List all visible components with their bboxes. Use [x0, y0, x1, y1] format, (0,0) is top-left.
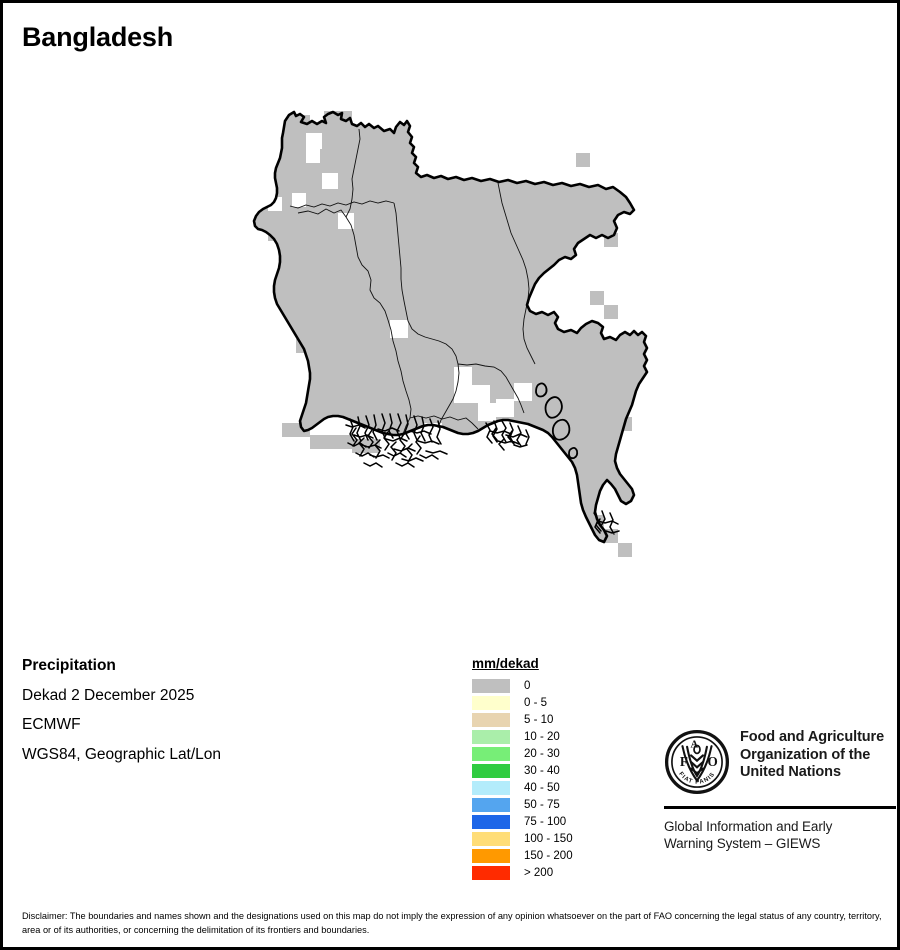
fao-org-line-2: Organization of the: [740, 746, 871, 763]
legend-swatch: [472, 678, 510, 693]
giews-line-2: Warning System – GIEWS: [664, 836, 821, 852]
giews-line-1: Global Information and Early: [664, 819, 833, 834]
info-variable: Precipitation: [22, 657, 116, 674]
legend-row: 40 - 50: [472, 779, 602, 796]
legend-label: 0 - 5: [524, 696, 548, 709]
legend-row: 100 - 150: [472, 830, 602, 847]
legend-row: 0: [472, 677, 602, 694]
legend-row: 20 - 30: [472, 745, 602, 762]
legend-row: 0 - 5: [472, 694, 602, 711]
legend-row: 150 - 200: [472, 847, 602, 864]
fao-branding-block: F A O FIAT PANIS Food and Agriculture Or…: [664, 729, 896, 853]
info-projection: WGS84, Geographic Lat/Lon: [22, 745, 222, 763]
legend-label: 50 - 75: [524, 798, 560, 811]
legend-swatch: [472, 831, 510, 846]
legend-row: 10 - 20: [472, 728, 602, 745]
legend-row: 50 - 75: [472, 796, 602, 813]
legend-label: 150 - 200: [524, 849, 573, 862]
bangladesh-map-svg[interactable]: [238, 83, 668, 603]
legend-swatch: [472, 763, 510, 778]
page-title: Bangladesh: [22, 22, 174, 52]
legend-row: 75 - 100: [472, 813, 602, 830]
fao-organization-name: Food and Agriculture Organization of the…: [740, 729, 884, 782]
legend-label: 40 - 50: [524, 781, 560, 794]
giews-system-name: Global Information and Early Warning Sys…: [664, 818, 896, 853]
legend-rows: 0 0 - 5 5 - 10 10 - 20 20 - 30 30 - 40 40 - 50…: [472, 677, 602, 881]
legend-label: 100 - 150: [524, 832, 573, 845]
legend-title: mm/dekad: [472, 656, 539, 671]
legend-label: > 200: [524, 866, 554, 879]
legend-row: 5 - 10: [472, 711, 602, 728]
legend-swatch: [472, 865, 510, 880]
info-period: Dekad 2 December 2025: [22, 686, 195, 704]
legend: mm/dekad 0 0 - 5 5 - 10 10 - 20 20 - 30 30 - …: [472, 655, 602, 881]
admin-division-boundaries: [289, 128, 536, 435]
legend-label: 5 - 10: [524, 713, 554, 726]
legend-label: 0: [524, 679, 531, 692]
disclaimer-text: Disclaimer: The boundaries and names sho…: [22, 911, 882, 936]
legend-row: 30 - 40: [472, 762, 602, 779]
map-info-block: Precipitation Dekad 2 December 2025 ECMW…: [22, 658, 352, 776]
legend-row: > 200: [472, 864, 602, 881]
info-source: ECMWF: [22, 716, 81, 733]
legend-label: 30 - 40: [524, 764, 560, 777]
svg-text:O: O: [708, 754, 718, 769]
legend-swatch: [472, 814, 510, 829]
precip-raster-layer: [254, 111, 647, 557]
chittagong-coast-detail: [593, 510, 620, 535]
fao-divider: [664, 806, 896, 809]
fao-org-line-3: United Nations: [740, 764, 841, 781]
svg-text:F: F: [680, 754, 688, 769]
legend-swatch: [472, 712, 510, 727]
legend-swatch: [472, 780, 510, 795]
fao-org-line-1: Food and Agriculture: [740, 729, 885, 745]
legend-label: 10 - 20: [524, 730, 560, 743]
map-canvas[interactable]: [238, 83, 668, 603]
legend-swatch: [472, 729, 510, 744]
legend-label: 75 - 100: [524, 815, 567, 828]
svg-text:A: A: [691, 739, 699, 750]
fao-logo-icon: F A O FIAT PANIS: [664, 729, 730, 795]
meghna-estuary-detail: [485, 420, 530, 451]
bay-islands-detail: [535, 382, 579, 460]
sundarbans-delta-detail: [345, 413, 448, 468]
legend-swatch: [472, 848, 510, 863]
legend-swatch: [472, 695, 510, 710]
legend-swatch: [472, 746, 510, 761]
legend-label: 20 - 30: [524, 747, 560, 760]
legend-swatch: [472, 797, 510, 812]
